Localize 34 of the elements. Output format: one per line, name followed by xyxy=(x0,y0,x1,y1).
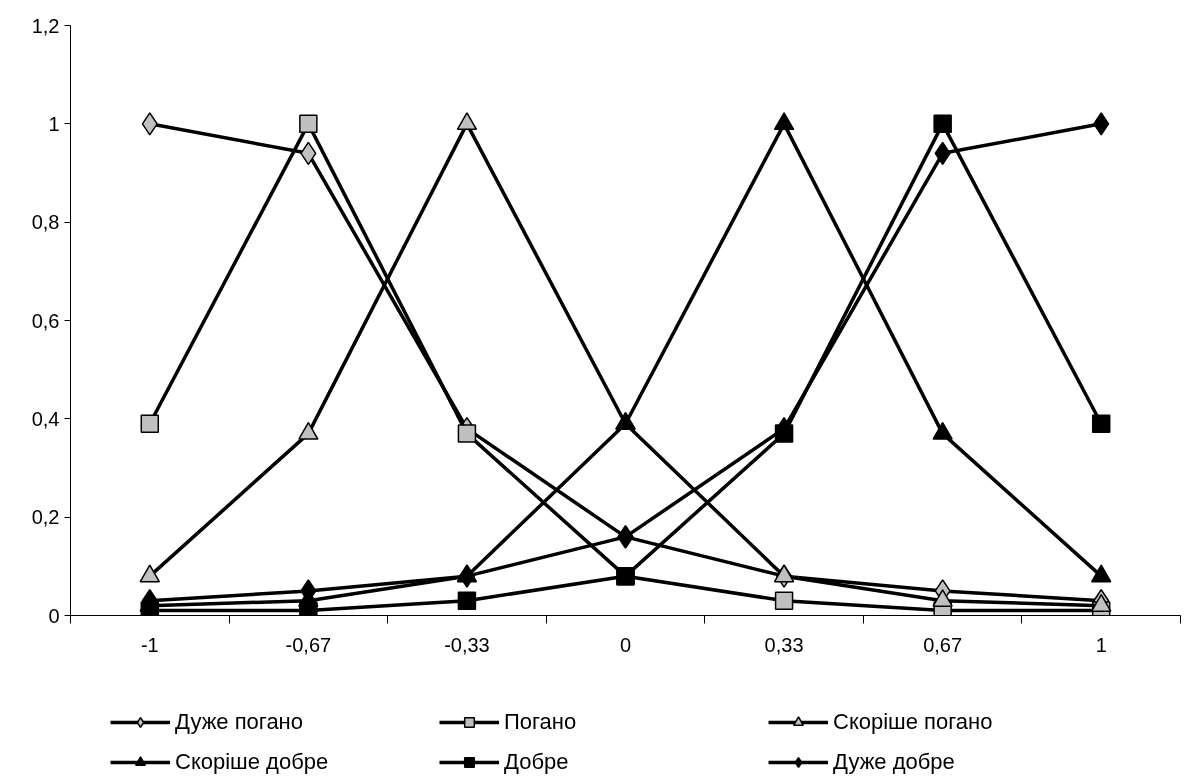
point xyxy=(932,589,953,607)
x-tick-label: 0,33 xyxy=(764,633,804,656)
point xyxy=(773,564,795,583)
point xyxy=(299,114,318,134)
y-tick-label: 0,2 xyxy=(31,506,60,529)
point xyxy=(774,591,794,610)
legend-label: Скоріше погано xyxy=(833,709,994,735)
point xyxy=(1093,112,1110,136)
point xyxy=(1090,593,1112,612)
point xyxy=(1090,564,1112,583)
legend-label: Скоріше добре xyxy=(175,749,330,775)
y-tick-label: 0,8 xyxy=(31,211,60,234)
point xyxy=(139,564,161,583)
x-tick-label: 1 xyxy=(1095,633,1107,656)
legend-label: Дуже погано xyxy=(175,709,304,735)
y-tick-label: 0 xyxy=(48,604,60,627)
y-tick-label: 0,4 xyxy=(31,407,60,430)
x-tick-label: -0,33 xyxy=(444,633,490,656)
y-tick-label: 1 xyxy=(48,112,60,135)
legend-label: Погано xyxy=(504,709,578,735)
x-tick-label: 0,67 xyxy=(923,633,963,656)
legend-label: Дуже добре xyxy=(833,749,956,775)
point xyxy=(140,414,160,433)
y-tick-label: 1,2 xyxy=(31,14,60,37)
point xyxy=(141,112,158,136)
x-tick-label: -1 xyxy=(140,633,159,656)
x-tick-label: -0,67 xyxy=(285,633,332,656)
point xyxy=(933,114,952,134)
point xyxy=(457,424,477,443)
y-tick-label: 0,6 xyxy=(31,309,60,332)
legend-label: Добре xyxy=(504,749,570,775)
x-tick-label: 0 xyxy=(619,633,632,656)
point xyxy=(1091,414,1111,433)
point xyxy=(457,591,477,610)
